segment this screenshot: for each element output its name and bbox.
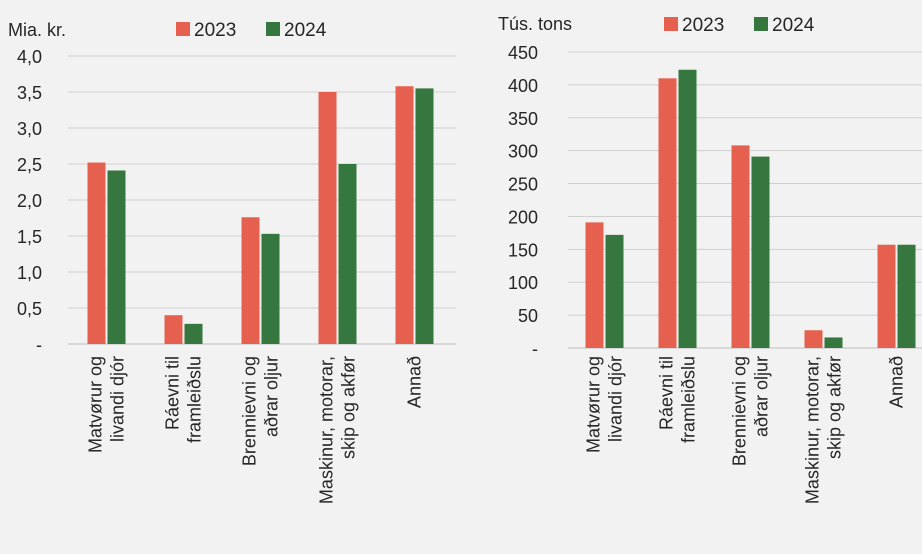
bar-2024-2 [678,69,697,348]
y-tick-label: 3,0 [17,119,42,139]
y-tick-label: 300 [508,142,538,162]
y-tick-label: - [532,339,538,359]
x-category-label: Maskinur, motorar, [803,356,823,504]
y-tick-label: 4,0 [17,47,42,67]
bar-2023-5 [395,86,414,345]
bar-2023-2 [164,315,183,344]
bar-2024-2 [184,323,203,344]
y-tick-label: 0,5 [17,299,42,319]
x-category-label: Annað [405,356,425,408]
x-category-label: Matvørur og [584,356,604,453]
x-category-label: livandi djór [606,356,626,442]
legend-label-2024: 2024 [284,20,327,41]
bar-2023-1 [87,162,106,344]
x-category-label: Ráevni til [657,356,677,430]
x-category-label: Ráevni til [163,356,183,430]
unit-label: Tús. tons [498,14,572,34]
chart-2: - 50 100 150 200 250 300 350 400 450 Tús. tons 2023… [498,14,922,504]
y-tick-label: 50 [518,306,538,326]
legend-label-2024: 2024 [772,15,815,36]
bar-2024-1 [605,234,624,348]
y-tick-label: 1,5 [17,227,42,247]
x-category-label: livandi djór [108,356,128,442]
unit-label: Mia. kr. [8,20,66,40]
legend-label-2023: 2023 [682,15,724,36]
y-tick-label: 250 [508,175,538,195]
bar-2023-4 [804,330,823,348]
y-tick-label: 450 [508,43,538,63]
x-category-label: Brennievni og [730,356,750,466]
y-tick-label: 150 [508,240,538,260]
legend-label-2023: 2023 [194,20,236,41]
y-tick-label: 200 [508,207,538,227]
bar-2023-3 [731,145,750,348]
chart-1: - 0,5 1,0 1,5 2,0 2,5 3,0 3,5 4,0 Mia. kr. 2023 202… [8,20,456,504]
bar-2024-5 [415,88,434,345]
bar-2024-1 [107,170,126,344]
bar-2023-2 [658,78,677,349]
bar-2024-4 [338,164,357,344]
legend-swatch-2023 [176,22,190,36]
y-tick-label: 2,0 [17,191,42,211]
x-category-label: Annað [887,356,907,408]
x-category-label: Maskinur, motorar, [317,356,337,504]
bar-2024-5 [897,244,916,348]
legend-swatch-2024 [266,22,280,36]
x-category-label: Matvørur og [86,356,106,453]
y-tick-label: 350 [508,109,538,129]
y-tick-label: 400 [508,76,538,96]
bar-2023-4 [318,92,337,344]
bar-2023-1 [585,222,604,348]
x-category-label: skip og akfør [339,356,359,459]
x-category-label: aðrar oljur [752,356,772,437]
y-tick-label: 100 [508,273,538,293]
x-category-label: framleiðslu [185,356,205,443]
x-category-label: skip og akfør [825,356,845,459]
y-tick-label: - [36,335,42,355]
legend-swatch-2023 [664,17,678,31]
bar-2024-3 [261,233,280,344]
y-tick-label: 3,5 [17,83,42,103]
bar-2023-3 [241,217,260,344]
bar-2023-5 [877,244,896,348]
bar-2024-3 [751,156,770,348]
legend-swatch-2024 [754,17,768,31]
x-category-label: framleiðslu [679,356,699,443]
bar-2024-4 [824,337,843,348]
y-tick-label: 2,5 [17,155,42,175]
y-tick-label: 1,0 [17,263,42,283]
x-category-label: Brennievni og [240,356,260,466]
x-category-label: aðrar oljur [262,356,282,437]
